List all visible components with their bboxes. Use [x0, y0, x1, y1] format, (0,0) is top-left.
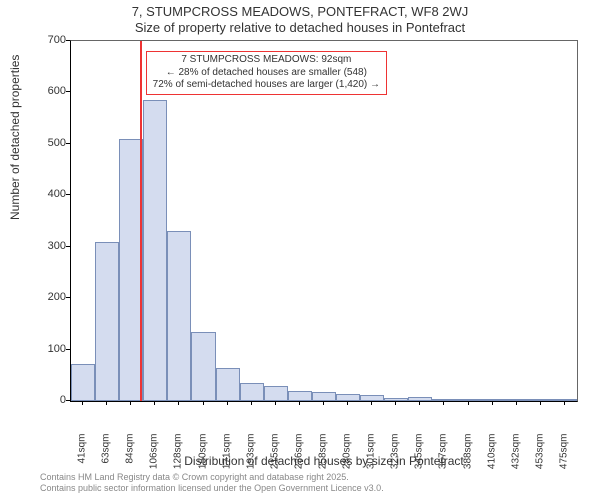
histogram-bar [71, 364, 95, 401]
marker-line [140, 41, 142, 401]
x-tick-mark [347, 401, 348, 405]
annotation-line1: 7 STUMPCROSS MEADOWS: 92sqm [153, 54, 380, 67]
histogram-bar [408, 397, 432, 401]
histogram-bar [191, 332, 215, 401]
histogram-bar [481, 399, 505, 401]
x-tick-label: 301sqm [366, 434, 377, 484]
y-tick-mark [66, 91, 70, 92]
footer-line1: Contains HM Land Registry data © Crown c… [40, 472, 384, 483]
x-tick-mark [227, 401, 228, 405]
x-tick-label: 388sqm [462, 434, 473, 484]
histogram-bar [432, 399, 456, 401]
x-tick-mark [395, 401, 396, 405]
footer-line2: Contains public sector information licen… [40, 483, 384, 494]
x-tick-mark [323, 401, 324, 405]
x-tick-label: 41sqm [77, 434, 88, 484]
x-tick-label: 63sqm [101, 434, 112, 484]
x-tick-mark [419, 401, 420, 405]
x-tick-mark [299, 401, 300, 405]
y-tick-label: 100 [48, 343, 66, 355]
y-tick-mark [66, 349, 70, 350]
histogram-bar [167, 231, 191, 401]
x-tick-label: 215sqm [269, 434, 280, 484]
x-tick-label: 453sqm [534, 434, 545, 484]
x-tick-mark [468, 401, 469, 405]
y-tick-mark [66, 246, 70, 247]
y-tick-label: 600 [48, 85, 66, 97]
annotation-line3: 72% of semi-detached houses are larger (… [153, 79, 380, 92]
chart-container: 7, STUMPCROSS MEADOWS, PONTEFRACT, WF8 2… [0, 0, 600, 500]
y-tick-label: 500 [48, 137, 66, 149]
x-tick-mark [540, 401, 541, 405]
x-tick-mark [178, 401, 179, 405]
x-tick-label: 106sqm [149, 434, 160, 484]
chart-title-line2: Size of property relative to detached ho… [0, 20, 600, 35]
x-tick-mark [371, 401, 372, 405]
x-tick-mark [154, 401, 155, 405]
y-tick-label: 400 [48, 188, 66, 200]
x-tick-mark [492, 401, 493, 405]
histogram-bar [216, 368, 240, 401]
x-tick-label: 410sqm [486, 434, 497, 484]
y-tick-label: 700 [48, 34, 66, 46]
x-tick-label: 193sqm [245, 434, 256, 484]
x-tick-mark [82, 401, 83, 405]
histogram-bar [264, 386, 288, 401]
histogram-bar [384, 398, 408, 401]
x-tick-mark [251, 401, 252, 405]
x-tick-label: 236sqm [293, 434, 304, 484]
x-tick-label: 475sqm [558, 434, 569, 484]
x-tick-label: 258sqm [318, 434, 329, 484]
histogram-bar [240, 383, 264, 401]
x-tick-label: 345sqm [414, 434, 425, 484]
x-tick-mark [564, 401, 565, 405]
x-tick-mark [130, 401, 131, 405]
x-tick-mark [275, 401, 276, 405]
x-tick-mark [443, 401, 444, 405]
y-tick-label: 300 [48, 240, 66, 252]
x-tick-label: 323sqm [390, 434, 401, 484]
histogram-bar [312, 392, 336, 401]
histogram-bar [288, 391, 312, 401]
x-tick-label: 128sqm [173, 434, 184, 484]
histogram-bar [143, 100, 167, 401]
x-tick-label: 280sqm [342, 434, 353, 484]
x-tick-mark [516, 401, 517, 405]
y-tick-mark [66, 194, 70, 195]
histogram-bar [457, 399, 481, 401]
y-tick-mark [66, 40, 70, 41]
histogram-bar [95, 242, 119, 401]
histogram-bar [336, 394, 360, 401]
y-tick-mark [66, 400, 70, 401]
x-tick-mark [106, 401, 107, 405]
y-tick-mark [66, 143, 70, 144]
y-axis-label: Number of detached properties [8, 55, 22, 220]
histogram-bar [529, 399, 553, 401]
x-tick-mark [203, 401, 204, 405]
x-tick-label: 84sqm [125, 434, 136, 484]
x-tick-label: 171sqm [221, 434, 232, 484]
y-tick-label: 200 [48, 291, 66, 303]
histogram-bar [360, 395, 384, 401]
annotation-line2: ← 28% of detached houses are smaller (54… [153, 67, 380, 80]
x-tick-label: 432sqm [510, 434, 521, 484]
annotation-box: 7 STUMPCROSS MEADOWS: 92sqm ← 28% of det… [146, 51, 387, 95]
histogram-bar [553, 399, 577, 401]
x-tick-label: 367sqm [438, 434, 449, 484]
histogram-bar [505, 399, 529, 401]
y-tick-mark [66, 297, 70, 298]
chart-title-line1: 7, STUMPCROSS MEADOWS, PONTEFRACT, WF8 2… [0, 4, 600, 19]
plot-area: 7 STUMPCROSS MEADOWS: 92sqm ← 28% of det… [70, 40, 578, 402]
x-tick-label: 150sqm [197, 434, 208, 484]
footer-text: Contains HM Land Registry data © Crown c… [40, 472, 384, 494]
